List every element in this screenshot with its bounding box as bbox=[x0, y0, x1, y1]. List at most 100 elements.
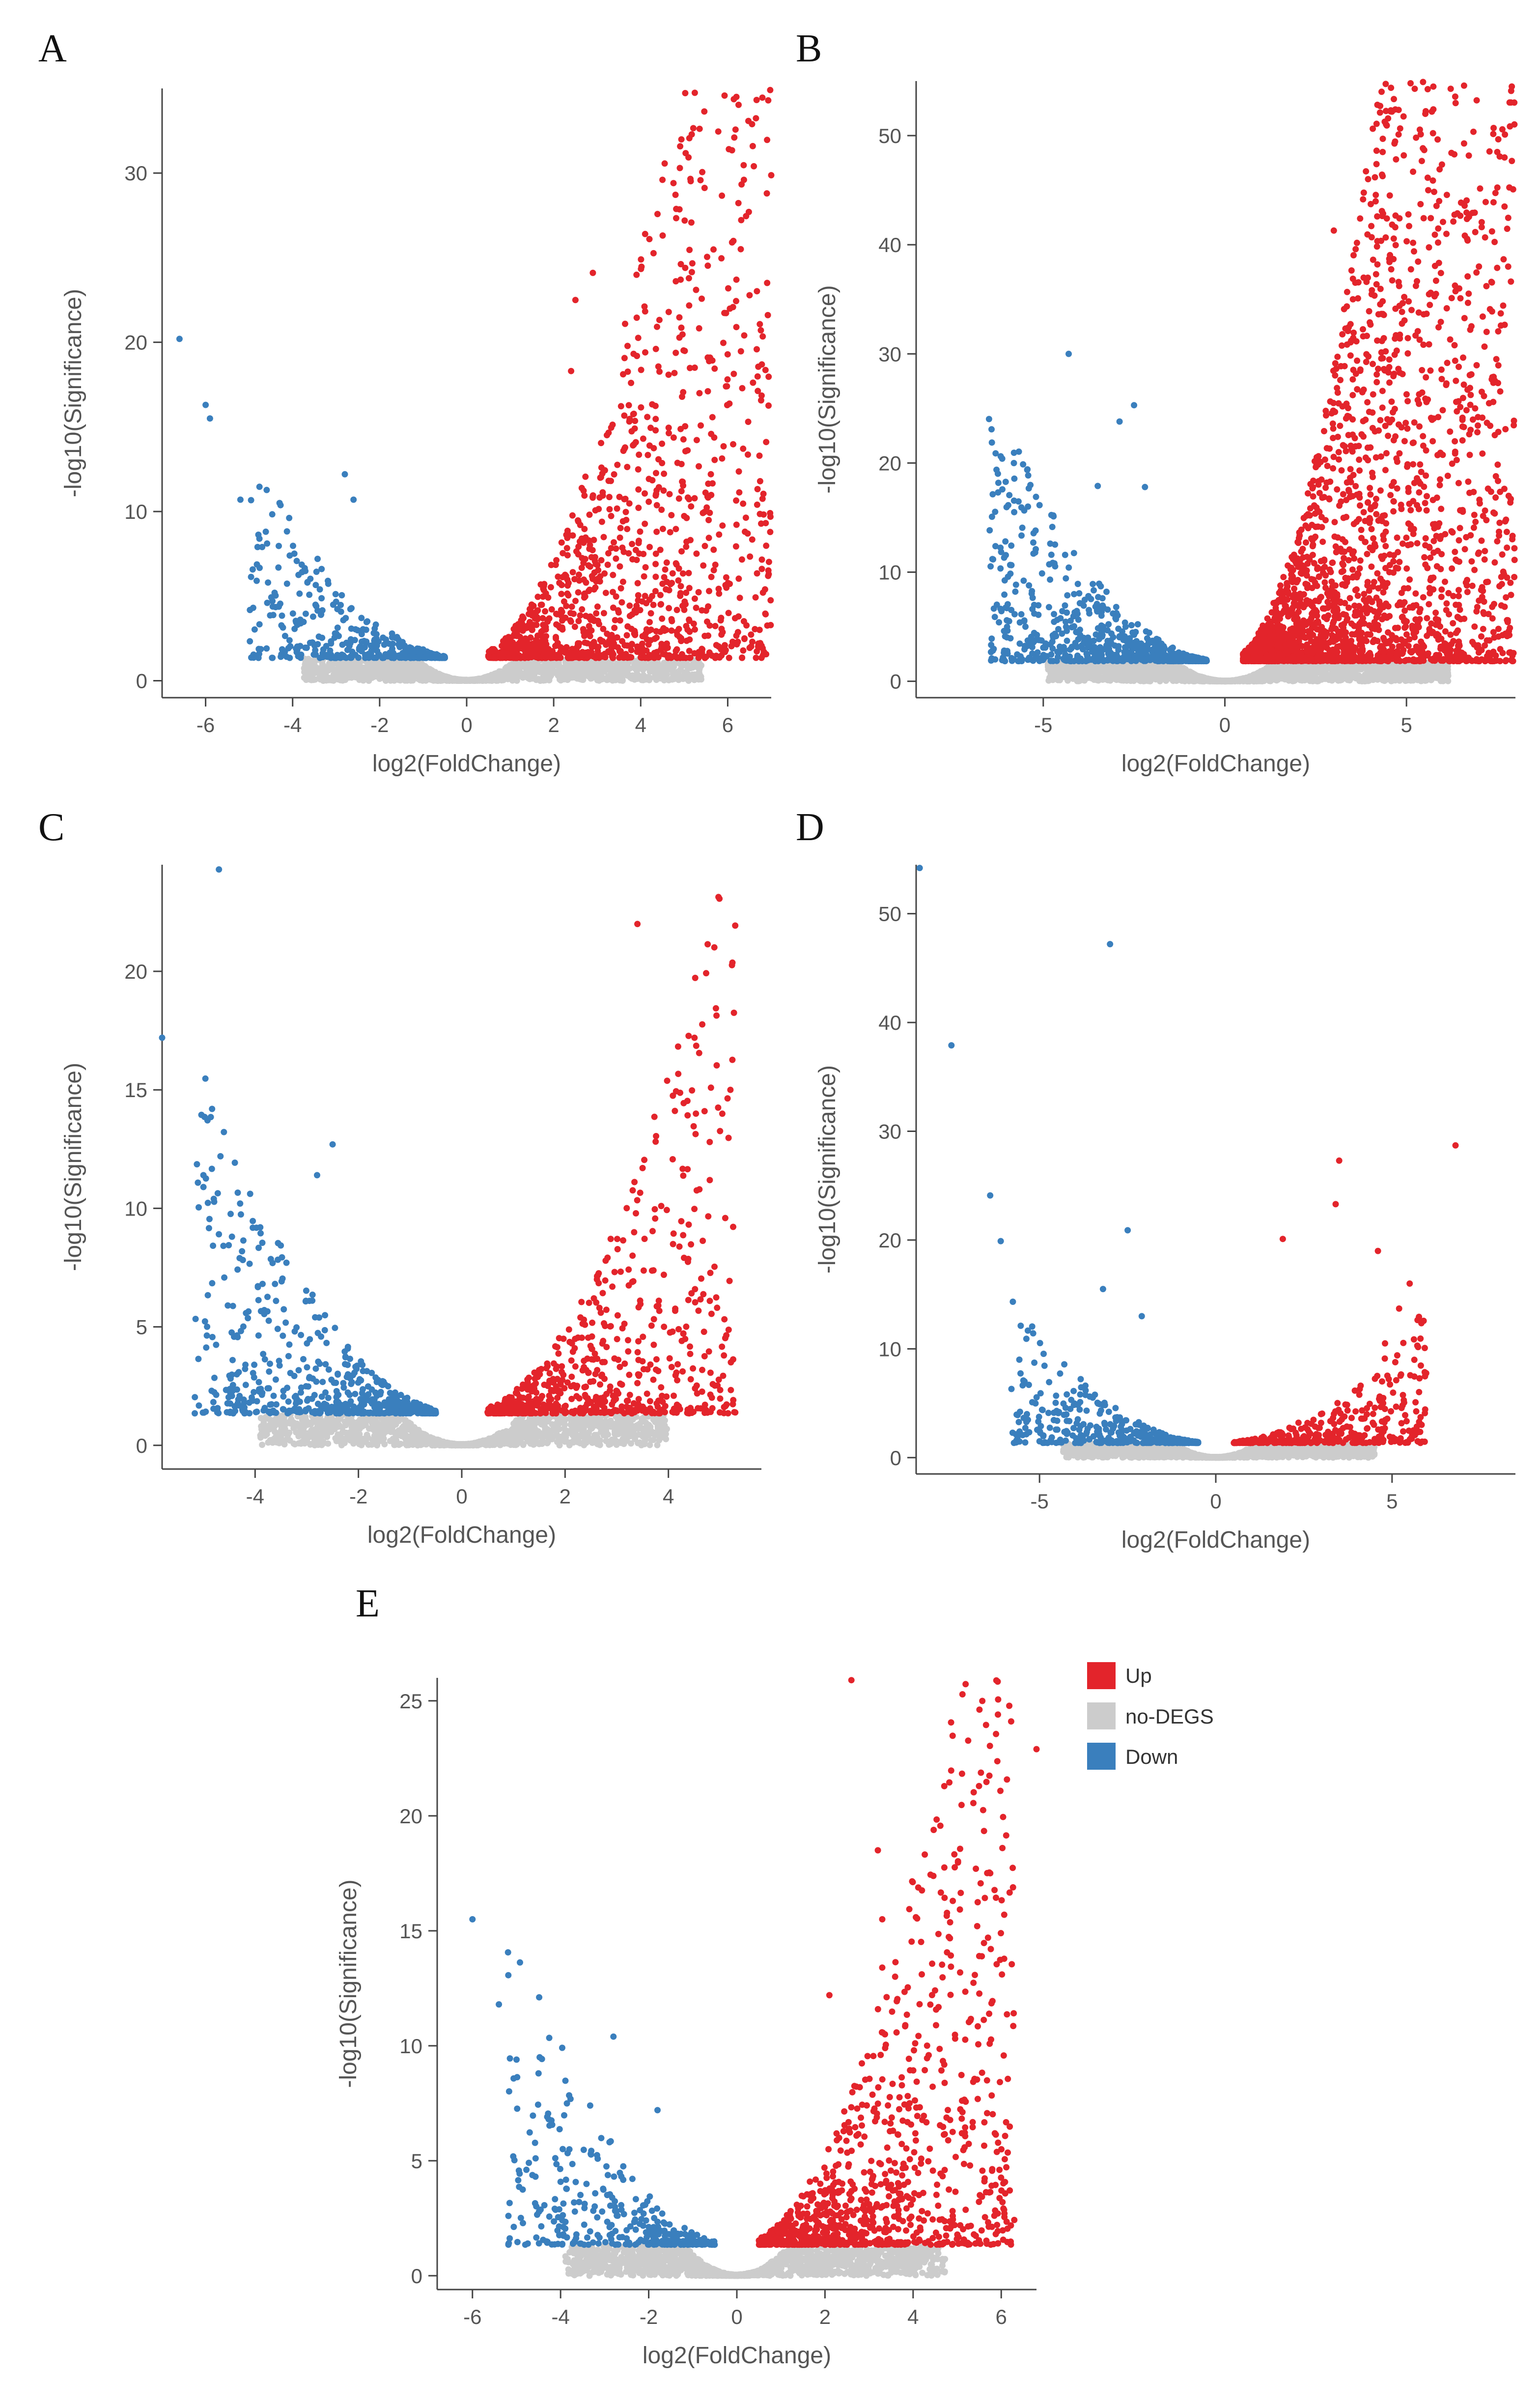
point-up bbox=[688, 131, 695, 138]
point-up bbox=[626, 418, 633, 425]
point-no-degs bbox=[620, 663, 627, 670]
point-up bbox=[739, 654, 746, 661]
point-up bbox=[746, 292, 753, 299]
point-down bbox=[286, 637, 293, 644]
point-up bbox=[633, 271, 640, 278]
point-up bbox=[686, 616, 693, 623]
point-up bbox=[656, 368, 663, 375]
point-up bbox=[743, 622, 750, 629]
point-up bbox=[759, 333, 766, 340]
point-down bbox=[371, 637, 378, 644]
point-up bbox=[686, 247, 693, 254]
point-up bbox=[638, 404, 644, 411]
point-up bbox=[726, 146, 732, 153]
point-up bbox=[596, 578, 603, 585]
point-up bbox=[631, 425, 638, 432]
point-up bbox=[767, 86, 774, 93]
point-down bbox=[306, 592, 313, 598]
point-up bbox=[611, 471, 617, 478]
point-no-degs bbox=[644, 675, 650, 681]
point-up bbox=[659, 232, 666, 239]
point-up bbox=[711, 434, 718, 441]
point-up bbox=[675, 577, 682, 584]
point-up bbox=[693, 604, 700, 611]
point-down bbox=[271, 590, 278, 596]
point-up bbox=[704, 254, 710, 260]
point-up bbox=[616, 493, 623, 500]
point-up bbox=[725, 285, 731, 292]
point-up bbox=[559, 582, 565, 589]
point-up bbox=[738, 556, 745, 563]
point-up bbox=[614, 505, 620, 512]
point-down bbox=[302, 567, 309, 574]
point-down bbox=[262, 528, 269, 535]
point-up bbox=[606, 506, 613, 512]
point-no-degs bbox=[609, 675, 616, 682]
point-up bbox=[635, 335, 642, 341]
point-up bbox=[522, 653, 529, 660]
point-up bbox=[676, 634, 683, 640]
point-up bbox=[730, 441, 736, 448]
point-up bbox=[701, 108, 708, 115]
point-up bbox=[741, 635, 748, 642]
y-tick-label: 30 bbox=[878, 342, 901, 366]
point-down bbox=[247, 638, 253, 645]
point-no-degs bbox=[487, 677, 494, 684]
point-up bbox=[653, 528, 660, 535]
point-up bbox=[553, 635, 560, 642]
point-up bbox=[639, 598, 645, 605]
point-up bbox=[644, 452, 651, 458]
point-up-outlier bbox=[763, 190, 770, 197]
point-down bbox=[263, 486, 270, 493]
point-up bbox=[564, 582, 571, 589]
point-up bbox=[767, 622, 774, 628]
point-up bbox=[565, 592, 572, 599]
point-up bbox=[733, 497, 740, 504]
point-no-degs bbox=[456, 678, 463, 684]
point-no-degs bbox=[528, 660, 534, 667]
point-up bbox=[643, 647, 650, 654]
point-up bbox=[614, 461, 621, 468]
point-down bbox=[409, 651, 416, 658]
point-up bbox=[545, 646, 552, 652]
point-up bbox=[586, 622, 592, 629]
point-down bbox=[279, 612, 285, 619]
point-up bbox=[765, 97, 772, 104]
point-down bbox=[391, 654, 397, 661]
point-up bbox=[647, 424, 654, 431]
point-up bbox=[576, 577, 583, 584]
point-down bbox=[358, 615, 365, 622]
point-no-degs bbox=[697, 661, 704, 668]
point-down bbox=[276, 603, 282, 610]
point-up bbox=[682, 150, 689, 157]
point-up bbox=[572, 597, 579, 604]
point-up bbox=[738, 181, 745, 188]
point-down bbox=[290, 542, 296, 549]
point-no-degs bbox=[668, 667, 675, 674]
point-up bbox=[754, 346, 760, 353]
point-up bbox=[608, 478, 614, 484]
point-down bbox=[293, 645, 300, 652]
point-up bbox=[764, 311, 771, 318]
point-up bbox=[749, 121, 756, 128]
point-up bbox=[642, 520, 648, 527]
point-up-outlier bbox=[733, 93, 740, 100]
volcano-plot-a: -6 -4 -2 0 2 4 60102030log2(FoldChange)-log10(… bbox=[60, 86, 775, 777]
point-down bbox=[316, 586, 323, 593]
point-up bbox=[631, 607, 638, 614]
point-up bbox=[678, 324, 685, 331]
point-up bbox=[591, 569, 598, 576]
point-up bbox=[672, 349, 679, 356]
point-down bbox=[426, 653, 433, 660]
point-up bbox=[673, 607, 680, 613]
point-up bbox=[641, 573, 647, 580]
point-up bbox=[731, 134, 738, 141]
point-up bbox=[687, 175, 694, 182]
point-up bbox=[598, 518, 605, 525]
point-up bbox=[559, 626, 566, 633]
point-up bbox=[525, 622, 532, 629]
point-down bbox=[347, 606, 354, 613]
point-up bbox=[693, 550, 700, 557]
point-up bbox=[762, 611, 769, 618]
